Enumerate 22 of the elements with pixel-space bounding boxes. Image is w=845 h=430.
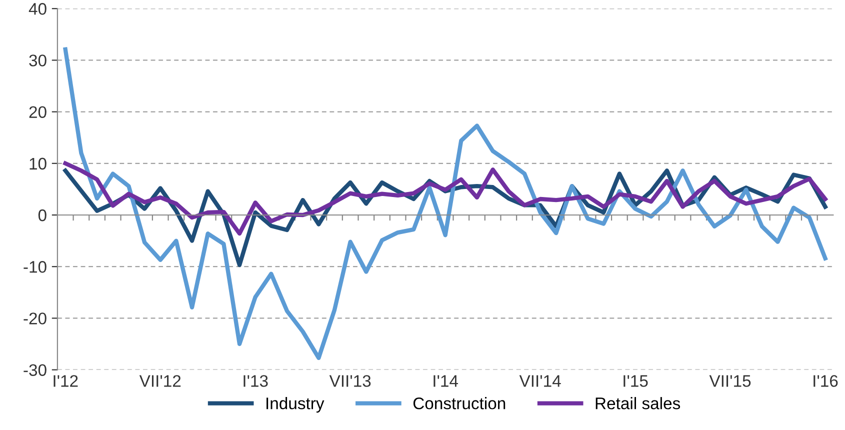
x-tick-label: VII'12 bbox=[139, 375, 181, 387]
legend-label: Retail sales bbox=[596, 397, 680, 410]
y-tick-label: -10 bbox=[24, 261, 46, 273]
x-tick-label: I'16 bbox=[814, 375, 838, 387]
y-tick-label: 10 bbox=[30, 158, 46, 170]
y-tick-label: 30 bbox=[29, 54, 46, 66]
y-tick-label: -30 bbox=[24, 364, 46, 376]
x-tick-label: I'15 bbox=[624, 375, 648, 387]
x-tick-label: I'12 bbox=[54, 375, 78, 387]
x-tick-label: VII'15 bbox=[709, 375, 751, 387]
y-tick-label: 0 bbox=[38, 209, 46, 222]
y-tick-label: -20 bbox=[24, 312, 46, 324]
x-tick-label: VII'14 bbox=[519, 375, 561, 387]
line-series bbox=[63, 47, 828, 360]
x-tick-label: I'13 bbox=[244, 375, 268, 387]
y-tick-label: 40 bbox=[28, 3, 46, 15]
legend-label: Construction bbox=[413, 397, 506, 410]
y-tick-label: 20 bbox=[29, 106, 46, 118]
line-series bbox=[63, 161, 828, 236]
x-tick-label: VII'13 bbox=[329, 375, 371, 387]
legend-label: Industry bbox=[266, 397, 324, 413]
x-tick-label: I'14 bbox=[434, 375, 458, 387]
